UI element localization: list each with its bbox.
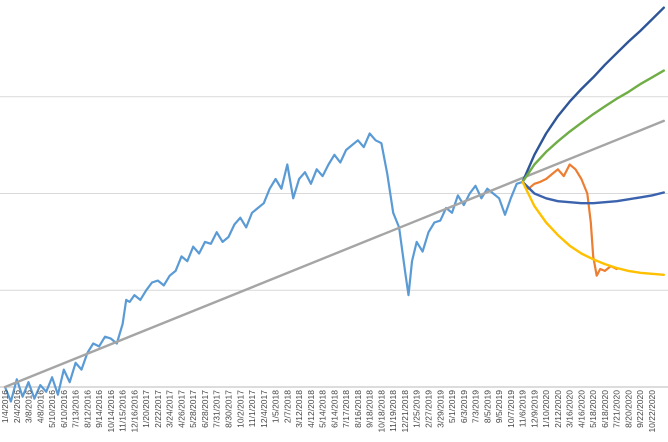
x-tick-label: 7/17/2018 [341,390,351,428]
series-line-4 [521,6,665,184]
x-tick-label: 8/16/2018 [353,390,363,428]
x-tick-label: 1/5/2018 [271,390,281,423]
x-tick-label: 5/18/2020 [588,390,598,428]
x-tick-label: 2/12/2020 [553,390,563,428]
x-tick-label: 11/6/2019 [518,390,528,427]
x-tick-label: 8/20/2020 [623,390,633,428]
x-tick-label: 3/29/2019 [435,390,445,428]
x-tick-label: 1/20/2017 [141,390,151,428]
x-tick-label: 3/24/2017 [165,390,175,428]
x-tick-label: 8/12/2016 [82,390,92,428]
x-tick-label: 2/27/2019 [423,390,433,428]
series-line-3 [3,119,665,389]
x-tick-label: 9/14/2016 [94,390,104,428]
x-tick-label: 10/14/2016 [106,390,116,433]
x-tick-label: 5/14/2018 [318,390,328,428]
x-tick-label: 5/1/2019 [447,390,457,423]
series-line-6 [521,180,665,205]
x-tick-label: 8/5/2019 [482,390,492,423]
x-tick-label: 6/10/2016 [59,390,69,428]
x-tick-label: 6/3/2019 [459,390,469,423]
x-tick-label: 11/15/2016 [118,390,128,432]
x-tick-label: 2/22/2017 [153,390,163,428]
x-axis: 1/4/2016 2/4/2016 3/8/2016 4/8/2016 5/10/201… [0,390,657,433]
x-tick-label: 6/28/2017 [200,390,210,428]
x-tick-label: 1/4/2016 [0,390,10,423]
x-tick-label: 10/18/2018 [376,390,386,433]
x-tick-label: 4/12/2018 [306,390,316,428]
x-tick-label: 12/21/2018 [400,390,410,433]
x-tick-label: 6/18/2020 [600,390,610,428]
x-tick-label: 11/19/2018 [388,390,398,432]
x-tick-label: 3/16/2020 [565,390,575,428]
x-tick-label: 12/4/2017 [259,390,269,428]
x-tick-label: 8/30/2017 [224,390,234,428]
x-tick-label: 4/8/2016 [35,390,45,423]
x-tick-label: 5/10/2016 [47,390,57,428]
x-tick-label: 1/10/2020 [541,390,551,428]
series-line-2 [521,163,618,277]
x-tick-label: 3/12/2018 [294,390,304,428]
x-tick-label: 10/2/2017 [235,390,245,428]
x-tick-label: 2/7/2018 [282,390,292,423]
x-tick-label: 5/28/2017 [188,390,198,428]
x-tick-label: 2/4/2016 [12,390,22,423]
x-tick-label: 9/18/2018 [365,390,375,428]
x-tick-label: 11/1/2017 [247,390,257,427]
x-tick-label: 3/8/2016 [24,390,34,423]
x-tick-label: 9/5/2019 [494,390,504,423]
series-lines [3,6,665,403]
x-tick-label: 12/16/2016 [129,390,139,433]
series-line-1 [3,132,524,403]
x-tick-label: 7/3/2019 [471,390,481,423]
x-tick-label: 10/7/2019 [506,390,516,428]
x-tick-label: 7/21/2020 [612,390,622,428]
series-line-7 [521,180,665,276]
x-tick-label: 4/16/2020 [576,390,586,428]
x-tick-label: 9/22/2020 [635,390,645,428]
x-tick-label: 7/31/2017 [212,390,222,428]
x-tick-label: 6/14/2018 [329,390,339,428]
x-tick-label: 4/26/2017 [176,390,186,428]
x-tick-label: 10/22/2020 [647,390,657,433]
x-tick-label: 7/13/2016 [71,390,81,428]
x-tick-label: 12/9/2019 [529,390,539,428]
series-line-5 [521,69,665,184]
x-tick-label: 1/25/2019 [412,390,422,428]
gridlines [0,96,668,388]
